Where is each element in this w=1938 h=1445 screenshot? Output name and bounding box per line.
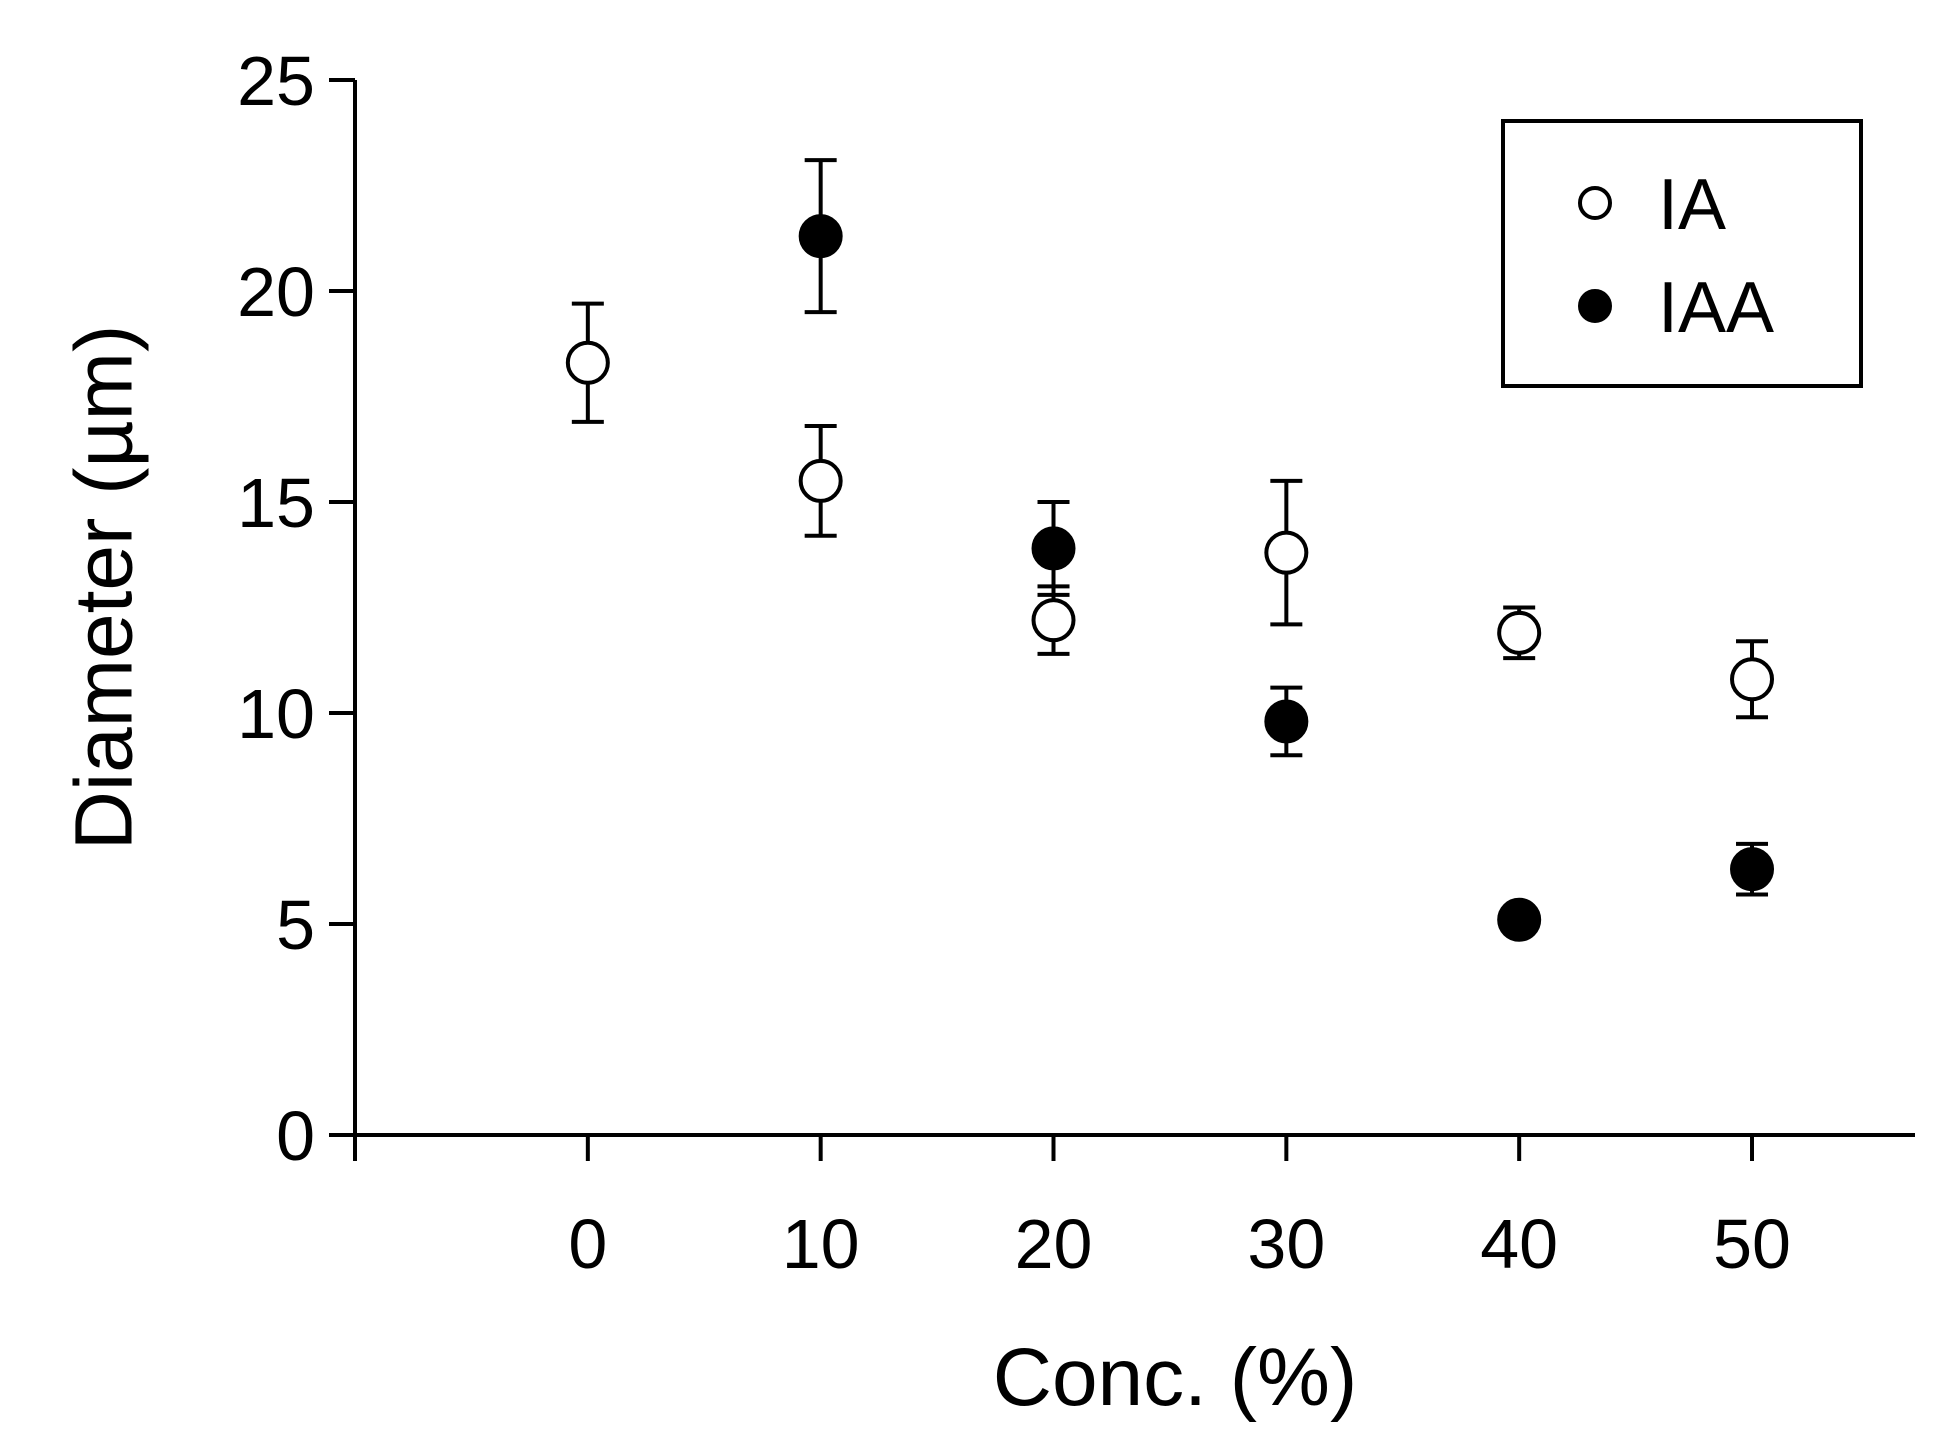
y-tick-label: 0	[276, 1097, 315, 1175]
axes: 0 5 10 15 20 25 0 10 20 30 40 50	[237, 42, 1915, 1283]
legend: IA IAA	[1501, 119, 1863, 388]
data-point-ia	[1031, 598, 1076, 643]
y-tick-label: 10	[237, 675, 315, 753]
y-ticks: 0 5 10 15 20 25	[237, 42, 355, 1175]
x-axis-label: Conc. (%)	[993, 1332, 1358, 1423]
y-tick-label: 15	[237, 464, 315, 542]
data-point-ia	[798, 458, 843, 503]
x-tick-label: 20	[1015, 1205, 1093, 1283]
data-point-iaa	[1264, 699, 1309, 744]
data-point-iaa	[798, 214, 843, 259]
data-point-ia	[1497, 610, 1542, 655]
legend-label-ia: IA	[1658, 165, 1726, 245]
data-point-iaa	[1730, 847, 1775, 892]
x-tick-label: 40	[1480, 1205, 1558, 1283]
x-ticks: 0 10 20 30 40 50	[353, 1135, 1791, 1283]
x-tick-label: 50	[1713, 1205, 1791, 1283]
y-tick-label: 5	[276, 886, 315, 964]
series-iaa	[798, 158, 1775, 942]
data-point-ia	[1730, 657, 1775, 702]
data-point-ia	[565, 340, 610, 385]
x-tick-label: 30	[1247, 1205, 1325, 1283]
legend-box	[1501, 119, 1863, 388]
y-tick-label: 25	[237, 42, 315, 120]
legend-marker-iaa	[1578, 289, 1612, 323]
legend-items: IA IAA	[1578, 165, 1774, 348]
y-tick-label: 20	[237, 253, 315, 331]
series-layer	[565, 158, 1775, 942]
x-tick-label: 10	[782, 1205, 860, 1283]
y-axis-label: Diameter (µm)	[59, 325, 150, 851]
x-tick-label: 0	[568, 1205, 607, 1283]
legend-marker-ia	[1578, 186, 1612, 220]
legend-label-iaa: IAA	[1658, 268, 1774, 348]
data-point-iaa	[1031, 526, 1076, 571]
series-ia	[565, 301, 1775, 720]
data-point-ia	[1264, 530, 1309, 575]
data-point-iaa	[1497, 897, 1542, 942]
